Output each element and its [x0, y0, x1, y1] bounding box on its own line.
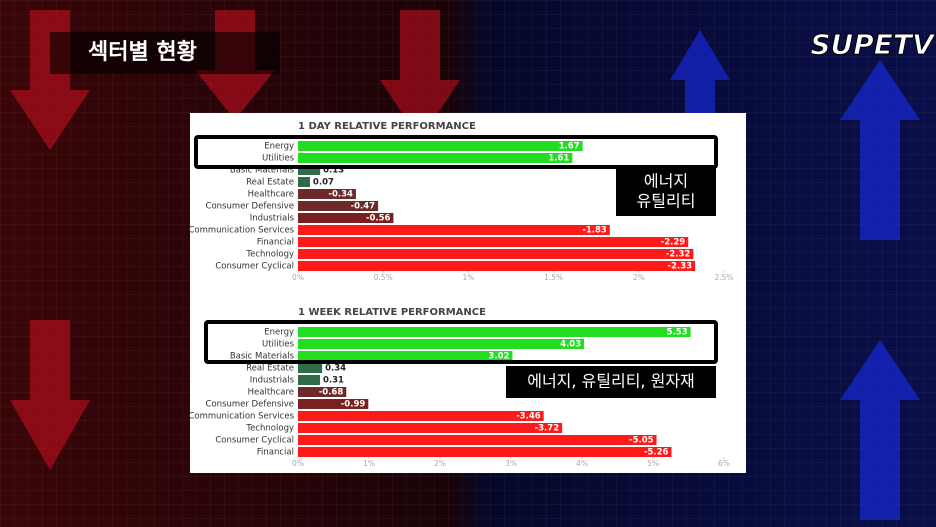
bar [298, 387, 347, 397]
category-label: Financial [257, 448, 294, 458]
value-label: -0.47 [351, 202, 376, 212]
value-label: 0.31 [323, 376, 344, 386]
bar [298, 213, 394, 223]
value-label: -0.68 [319, 388, 344, 398]
x-tick-label: 2% [633, 273, 645, 282]
category-label: Real Estate [246, 178, 294, 188]
value-label: 1.61 [548, 154, 569, 164]
category-label: Consumer Cyclical [215, 262, 294, 272]
value-label: 5.53 [667, 328, 688, 338]
logo: SUPETV [810, 28, 936, 61]
x-tick-label: 0.5% [374, 273, 393, 282]
category-label: Consumer Cyclical [215, 436, 294, 446]
category-label: Technology [245, 424, 294, 434]
x-tick-label: 1% [363, 459, 375, 468]
bar [298, 153, 573, 163]
value-label: -0.99 [341, 400, 366, 410]
category-label: Healthcare [248, 190, 294, 200]
bar [298, 435, 657, 445]
bar [298, 411, 544, 421]
highlight-box [204, 320, 718, 364]
category-label: Real Estate [246, 364, 294, 374]
bar [298, 237, 689, 247]
x-tick-label: 5% [647, 459, 659, 468]
category-label: Energy [264, 142, 294, 152]
value-label: 0.34 [325, 364, 346, 374]
value-label: 4.03 [560, 340, 581, 350]
bar [298, 261, 696, 271]
value-label: 3.02 [488, 352, 509, 362]
x-tick-label: 1% [462, 273, 474, 282]
bar [298, 339, 585, 349]
value-label: -5.05 [629, 436, 654, 446]
bar [298, 141, 583, 151]
title-box [50, 32, 280, 74]
bar [298, 177, 310, 187]
category-label: Basic Materials [230, 352, 295, 362]
category-label: Communication Services [188, 226, 294, 236]
callout-box [616, 168, 716, 216]
category-label: Financial [257, 238, 294, 248]
category-label: Communication Services [188, 412, 294, 422]
value-label: 0.13 [323, 166, 344, 176]
x-tick-label: 2% [434, 459, 446, 468]
x-tick-label: 4% [576, 459, 588, 468]
callout-text: 에너지 [644, 172, 688, 191]
bar [298, 423, 563, 433]
callout-box [506, 366, 716, 398]
highlight-box [194, 135, 718, 169]
category-label: Utilities [262, 154, 295, 164]
bar [298, 165, 321, 175]
value-label: -2.33 [668, 262, 693, 272]
value-label: -3.46 [516, 412, 541, 422]
category-label: Consumer Defensive [206, 400, 294, 410]
slide-title: 섹터별 현황 [88, 40, 197, 65]
chart-title: 1 DAY RELATIVE PERFORMANCE [298, 121, 476, 132]
x-tick-label: 0% [292, 273, 304, 282]
x-tick-label: 3% [505, 459, 517, 468]
category-label: Healthcare [248, 388, 294, 398]
bar [298, 225, 610, 235]
value-label: 1.67 [559, 142, 580, 152]
category-label: Utilities [262, 340, 295, 350]
bar [298, 399, 369, 409]
value-label: -2.29 [661, 238, 686, 248]
category-label: Industrials [250, 214, 295, 224]
category-label: Technology [245, 250, 294, 260]
callout-text: 에너지, 유틸리티, 원자재 [527, 372, 695, 391]
bar [298, 201, 379, 211]
bar [298, 375, 321, 385]
category-label: Energy [264, 328, 294, 338]
callout-text: 유틸리티 [637, 192, 696, 211]
bar [298, 363, 323, 373]
bar [298, 447, 672, 457]
value-label: -0.56 [366, 214, 391, 224]
x-tick-label: 2.5% [714, 273, 733, 282]
value-label: -2.32 [666, 250, 691, 260]
value-label: -5.26 [644, 448, 669, 458]
category-label: Basic Materials [230, 166, 295, 176]
x-tick-label: 1.5% [544, 273, 563, 282]
x-tick-label: 0% [292, 459, 304, 468]
x-tick-label: 6% [718, 459, 730, 468]
bar [298, 249, 694, 259]
chart-title: 1 WEEK RELATIVE PERFORMANCE [298, 307, 486, 318]
decor-arrows [10, 10, 920, 520]
value-label: -0.34 [328, 190, 353, 200]
value-label: -1.83 [582, 226, 607, 236]
bar [298, 327, 691, 337]
bar [298, 189, 356, 199]
value-label: -3.72 [535, 424, 560, 434]
value-label: 0.07 [313, 178, 334, 188]
category-label: Consumer Defensive [206, 202, 294, 212]
bar [298, 351, 513, 361]
category-label: Industrials [250, 376, 295, 386]
